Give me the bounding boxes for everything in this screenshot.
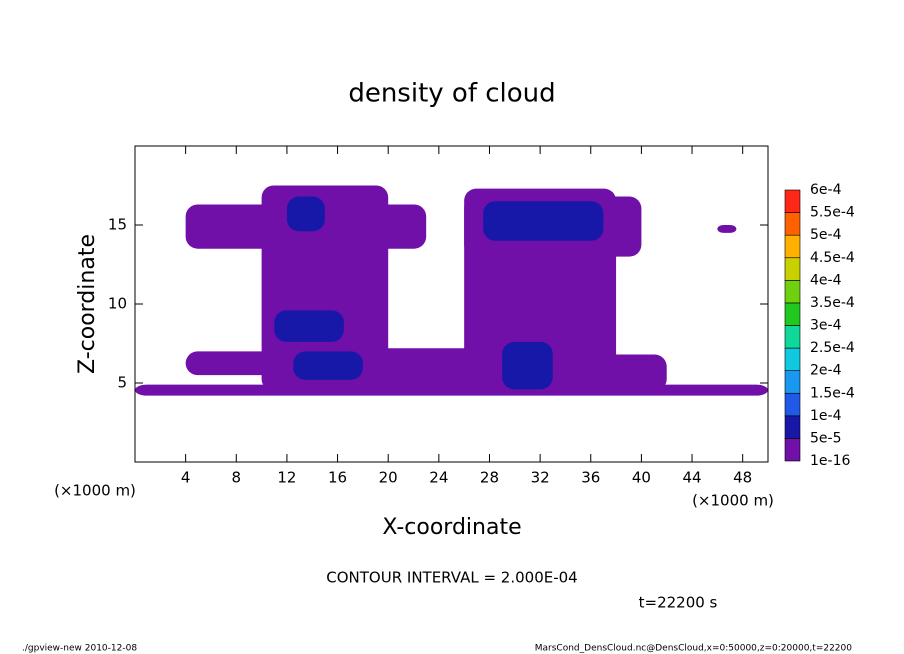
colorbar-label: 1e-16 xyxy=(810,453,850,469)
x-tick-label: 20 xyxy=(379,469,398,487)
colorbar-box xyxy=(784,302,801,326)
contour-region xyxy=(293,351,363,380)
colorbar-label: 4.5e-4 xyxy=(810,250,855,266)
colorbar-label: 5e-4 xyxy=(810,227,842,243)
contour-region xyxy=(362,348,490,391)
contour-region xyxy=(274,310,344,342)
y-tick-label: 5 xyxy=(117,374,127,392)
colorbar-box xyxy=(784,415,801,439)
x-tick-label: 48 xyxy=(733,469,752,487)
colorbar-label: 1e-4 xyxy=(810,408,842,424)
contour-region xyxy=(483,201,604,241)
y-tick-label: 15 xyxy=(108,216,127,234)
time-label: t=22200 s xyxy=(639,594,718,612)
colorbar-box xyxy=(784,257,801,281)
x-tick-label: 28 xyxy=(480,469,499,487)
contour-region xyxy=(502,341,553,390)
contour-region xyxy=(717,225,737,233)
contour-region xyxy=(286,196,325,232)
colorbar-label: 5e-5 xyxy=(810,430,841,446)
y-tick-label: 10 xyxy=(108,295,127,313)
colorbar-label: 6e-4 xyxy=(810,182,842,198)
colorbar-label: 4e-4 xyxy=(810,272,842,288)
y-axis-label: Z-coordinate xyxy=(75,234,100,374)
x-tick-label: 32 xyxy=(531,469,550,487)
x-unit: (×1000 m) xyxy=(692,492,774,510)
colorbar-box xyxy=(784,189,801,213)
colorbar-label: 2.5e-4 xyxy=(810,340,855,356)
colorbar-label: 1.5e-4 xyxy=(810,385,855,401)
colorbar-box xyxy=(784,325,801,349)
x-tick-label: 36 xyxy=(581,469,600,487)
x-unit: (×1000 m) xyxy=(54,482,136,500)
colorbar-label: 3.5e-4 xyxy=(810,295,855,311)
x-axis-label: X-coordinate xyxy=(382,515,521,540)
contour-interval: CONTOUR INTERVAL = 2.000E-04 xyxy=(326,569,577,587)
chart-title: density of cloud xyxy=(348,79,555,109)
x-tick-label: 8 xyxy=(232,469,242,487)
x-tick-label: 24 xyxy=(429,469,448,487)
colorbar-box xyxy=(784,438,801,462)
colorbar-box xyxy=(784,280,801,304)
x-tick-label: 12 xyxy=(277,469,296,487)
plot-frame xyxy=(134,145,769,463)
colorbar-label: 5.5e-4 xyxy=(810,205,855,221)
colorbar-box xyxy=(784,370,801,394)
x-tick-label: 4 xyxy=(181,469,191,487)
colorbar-box xyxy=(784,234,801,259)
colorbar-label: 2e-4 xyxy=(810,363,842,379)
colorbar-box xyxy=(784,212,801,236)
colorbar-box xyxy=(784,347,801,371)
x-tick-label: 44 xyxy=(682,469,701,487)
footer-right: MarsCond_DensCloud.nc@DensCloud,x=0:5000… xyxy=(535,644,852,654)
x-tick-label: 16 xyxy=(328,469,347,487)
x-tick-label: 40 xyxy=(632,469,651,487)
colorbar-label: 3e-4 xyxy=(810,318,842,334)
colorbar-box xyxy=(784,392,801,417)
contour-region xyxy=(590,354,667,391)
footer-left: ./gpview-new 2010-12-08 xyxy=(22,644,137,654)
